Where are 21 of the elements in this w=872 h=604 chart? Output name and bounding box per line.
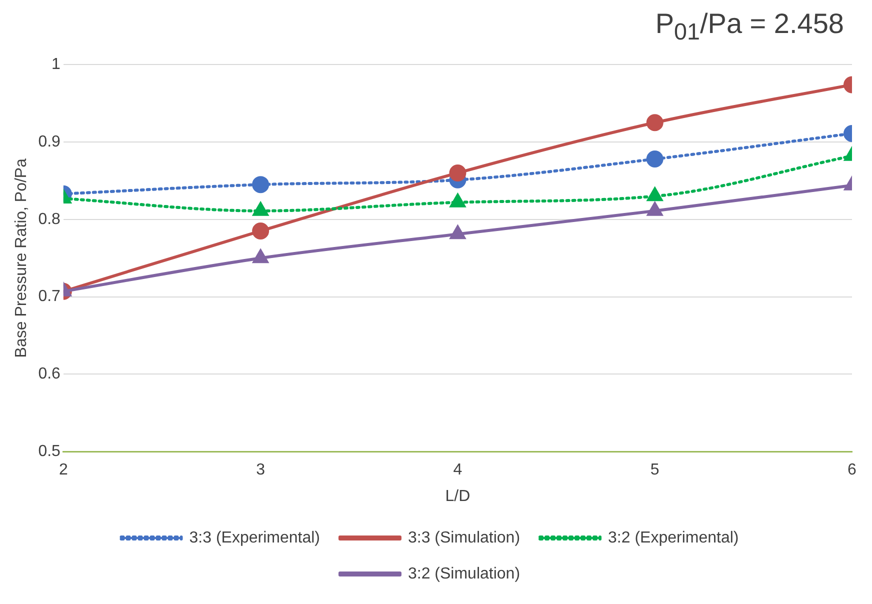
chart-title: P$_{01}$/Pa = 2.458 [654, 8, 845, 47]
point [449, 164, 466, 182]
x-tick-label: 6 [848, 462, 857, 479]
legend-label: 3:3 (Experimental) [189, 529, 320, 546]
y-tick-label: 0.8 [38, 210, 61, 228]
point [450, 194, 466, 208]
legend-label: 3:2 (Experimental) [608, 529, 739, 546]
legend-label: 3:3 (Simulation) [408, 529, 520, 546]
point [450, 226, 466, 240]
legend-label: 3:2 (Simulation) [408, 565, 520, 582]
x-tick-label: 5 [650, 462, 660, 479]
y-tick-label: 1 [52, 56, 61, 74]
y-tick-label: 0.5 [38, 443, 61, 460]
x-axis-title: L/D [445, 488, 470, 505]
x-tick-label: 4 [453, 462, 462, 479]
y-axis-title: Base Pressure Ratio, Po/Pa [13, 158, 30, 358]
x-tick-label: 3 [256, 462, 266, 479]
y-tick-label: 0.9 [38, 133, 61, 150]
y-tick-label: 0.6 [38, 366, 61, 383]
x-tick-label: 2 [58, 462, 68, 479]
y-tick-label: 0.7 [38, 288, 61, 306]
